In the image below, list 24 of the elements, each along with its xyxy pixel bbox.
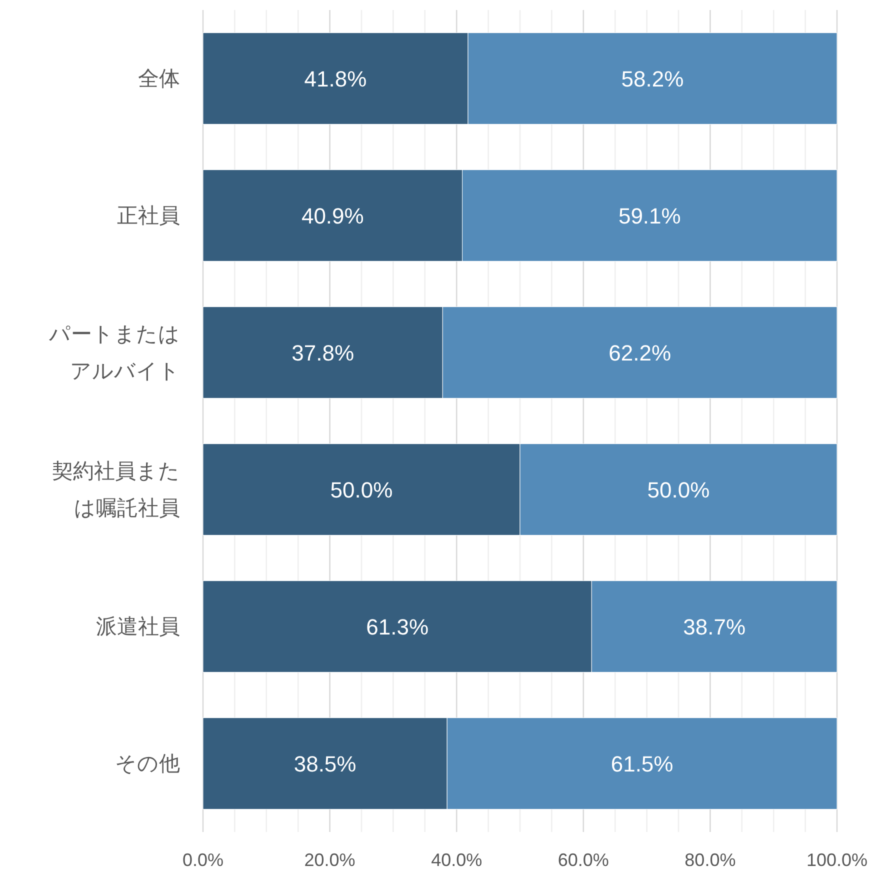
x-tick-label: 40.0% [431, 850, 482, 870]
data-label: 62.2% [608, 340, 672, 366]
y-tick-label: 契約社員または嘱託社員 [52, 460, 180, 520]
x-tick-label: 20.0% [304, 850, 356, 870]
data-label: 50.0% [330, 478, 393, 502]
x-tick-label: 100.0% [806, 850, 868, 870]
y-tick-label: 正社員 [117, 204, 180, 228]
data-label: 38.7% [683, 614, 746, 640]
data-label: 40.9% [301, 204, 364, 228]
y-tick-label: 派遣社員 [96, 616, 180, 638]
y-tick-label: 全体 [138, 68, 180, 90]
data-label: 59.1% [618, 204, 681, 228]
x-tick-label: 0.0% [182, 850, 224, 870]
data-label: 37.8% [292, 340, 354, 366]
data-label: 38.5% [294, 752, 356, 776]
y-tick-label: その他 [115, 752, 180, 776]
data-label: 61.5% [610, 752, 674, 776]
y-tick-label: パートまたはアルバイト [48, 323, 180, 383]
x-tick-label: 60.0% [558, 850, 609, 870]
data-label: 50.0% [647, 478, 710, 502]
data-label: 61.3% [366, 614, 429, 640]
data-label: 41.8% [304, 66, 367, 92]
data-label: 58.2% [621, 66, 684, 92]
x-tick-label: 80.0% [684, 850, 736, 870]
